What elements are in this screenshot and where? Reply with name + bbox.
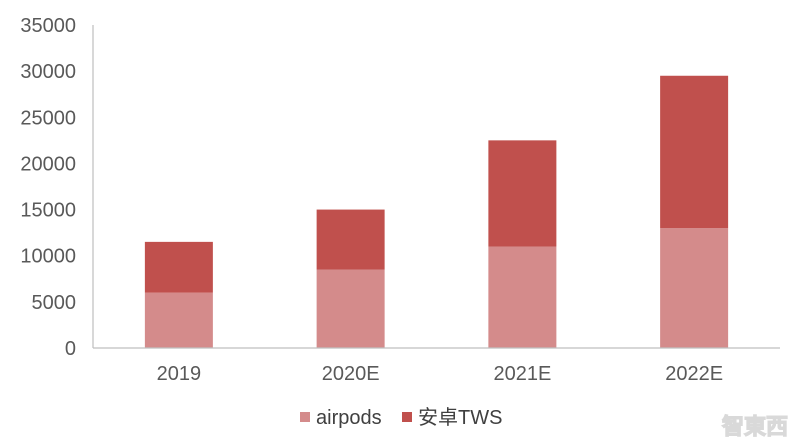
y-tick-label: 10000 — [20, 246, 76, 268]
legend-swatch-android-tws — [402, 412, 412, 422]
bar-airpods-2021E — [488, 246, 557, 348]
bar-android-tws-2019 — [144, 241, 213, 293]
bar-android-tws-2021E — [488, 140, 557, 247]
legend-label-airpods: airpods — [316, 407, 382, 429]
y-tick-label: 20000 — [20, 153, 76, 175]
bar-android-tws-2022E — [660, 75, 729, 229]
legend-label-android-tws: 安卓TWS — [418, 406, 502, 429]
x-tick-label: 2021E — [493, 363, 551, 385]
bar-android-tws-2020E — [316, 209, 385, 270]
bar-airpods-2020E — [316, 269, 385, 348]
x-tick-label: 2020E — [322, 363, 380, 385]
y-tick-label: 25000 — [20, 107, 76, 129]
y-tick-label: 30000 — [20, 61, 76, 83]
y-tick-label: 5000 — [32, 292, 77, 314]
legend-swatch-airpods — [300, 412, 310, 422]
y-tick-label: 0 — [65, 338, 76, 360]
bar-group — [144, 75, 729, 348]
legend: airpods 安卓TWS — [300, 406, 502, 429]
x-tick-label: 2022E — [665, 363, 723, 385]
y-tick-label: 35000 — [20, 15, 76, 37]
watermark-text: 智東西 — [722, 414, 788, 440]
watermark: 智東西 — [721, 413, 788, 440]
x-tick-label: 2019 — [157, 363, 202, 385]
bar-airpods-2022E — [660, 228, 729, 348]
y-axis-tick-labels: 0 5000 10000 15000 20000 25000 30000 35000 — [20, 15, 76, 360]
x-axis-tick-labels: 2019 2020E 2021E 2022E — [157, 363, 723, 385]
y-tick-label: 15000 — [20, 200, 76, 222]
bar-airpods-2019 — [144, 292, 213, 348]
